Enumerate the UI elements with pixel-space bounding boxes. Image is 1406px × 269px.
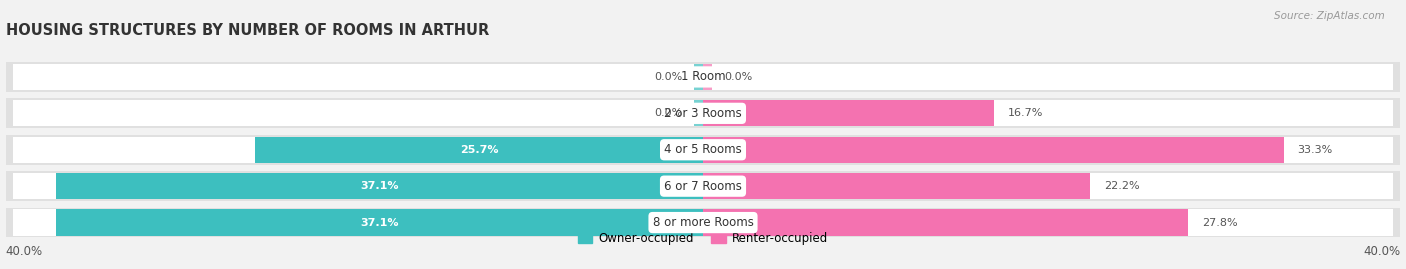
- Bar: [703, 100, 994, 126]
- Text: Source: ZipAtlas.com: Source: ZipAtlas.com: [1274, 11, 1385, 21]
- Text: 25.7%: 25.7%: [460, 145, 498, 155]
- Bar: [13, 210, 1393, 236]
- Text: 37.1%: 37.1%: [360, 181, 399, 191]
- Text: 6 or 7 Rooms: 6 or 7 Rooms: [664, 180, 742, 193]
- Bar: [703, 64, 711, 90]
- Bar: [254, 137, 703, 163]
- Bar: [6, 62, 1400, 92]
- Bar: [703, 137, 1284, 163]
- Bar: [13, 137, 1393, 163]
- Bar: [56, 210, 703, 236]
- Text: 27.8%: 27.8%: [1202, 218, 1237, 228]
- Bar: [695, 100, 703, 126]
- Text: 40.0%: 40.0%: [1364, 245, 1400, 258]
- Text: 40.0%: 40.0%: [6, 245, 42, 258]
- Text: 0.0%: 0.0%: [654, 72, 682, 82]
- Bar: [6, 135, 1400, 165]
- Text: 2 or 3 Rooms: 2 or 3 Rooms: [664, 107, 742, 120]
- Bar: [13, 100, 1393, 126]
- Bar: [6, 98, 1400, 128]
- Text: 0.0%: 0.0%: [724, 72, 752, 82]
- Text: 33.3%: 33.3%: [1298, 145, 1333, 155]
- Text: 22.2%: 22.2%: [1104, 181, 1140, 191]
- Text: 0.0%: 0.0%: [654, 108, 682, 118]
- Bar: [56, 173, 703, 199]
- Bar: [6, 171, 1400, 201]
- Text: 37.1%: 37.1%: [360, 218, 399, 228]
- Text: HOUSING STRUCTURES BY NUMBER OF ROOMS IN ARTHUR: HOUSING STRUCTURES BY NUMBER OF ROOMS IN…: [6, 23, 489, 38]
- Text: 4 or 5 Rooms: 4 or 5 Rooms: [664, 143, 742, 156]
- Bar: [13, 173, 1393, 199]
- Text: 1 Room: 1 Room: [681, 70, 725, 83]
- Bar: [703, 173, 1090, 199]
- Bar: [695, 64, 703, 90]
- Legend: Owner-occupied, Renter-occupied: Owner-occupied, Renter-occupied: [574, 228, 832, 250]
- Bar: [6, 208, 1400, 238]
- Text: 8 or more Rooms: 8 or more Rooms: [652, 216, 754, 229]
- Text: 16.7%: 16.7%: [1008, 108, 1043, 118]
- Bar: [703, 210, 1188, 236]
- Bar: [13, 64, 1393, 90]
